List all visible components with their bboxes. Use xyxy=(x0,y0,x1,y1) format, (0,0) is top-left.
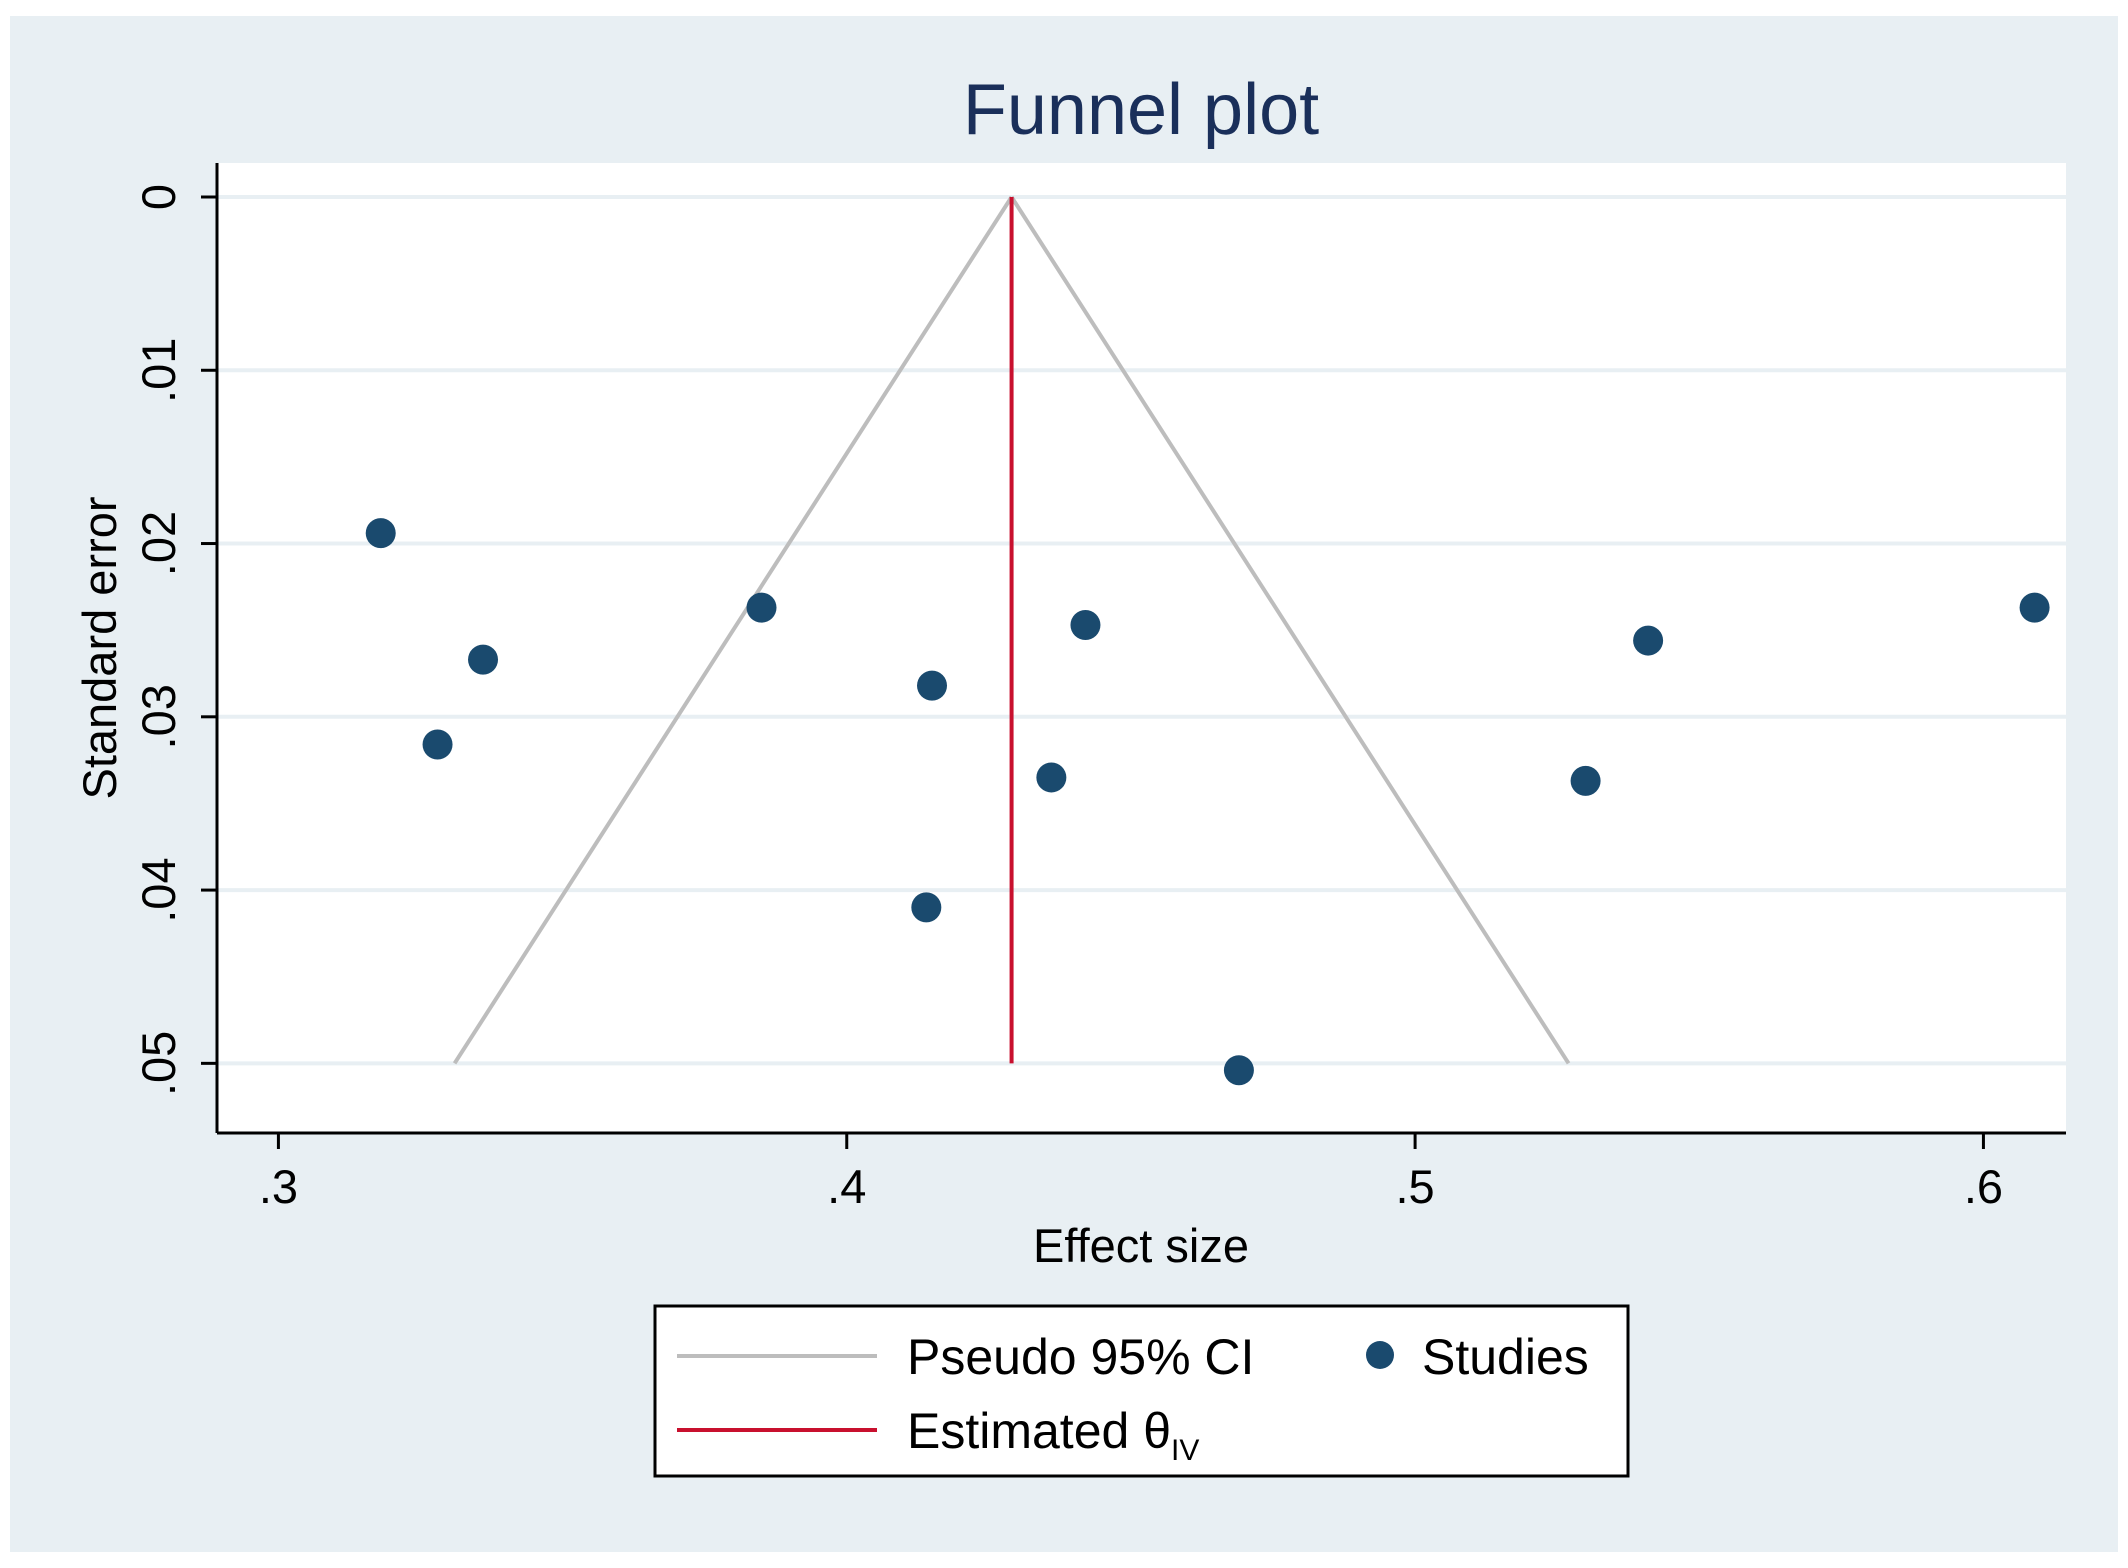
y-tick-label: .02 xyxy=(132,511,185,576)
legend-estimate-subscript: IV xyxy=(1171,1434,1199,1467)
y-axis-title: Standard error xyxy=(73,496,126,799)
study-point xyxy=(2019,592,2050,623)
y-tick-label: .05 xyxy=(132,1031,185,1096)
x-axis-title: Effect size xyxy=(1033,1219,1249,1272)
x-tick-label: .3 xyxy=(259,1160,298,1213)
study-point xyxy=(1570,765,1601,796)
study-point xyxy=(422,729,453,760)
study-point xyxy=(746,592,777,623)
plot-area xyxy=(217,163,2066,1133)
legend-ci-label: Pseudo 95% CI xyxy=(907,1329,1254,1385)
x-tick-label: .4 xyxy=(827,1160,866,1213)
study-point xyxy=(917,670,948,701)
grid-lines xyxy=(217,195,2066,1066)
pseudo-ci-line xyxy=(1009,195,1571,1065)
legend-box xyxy=(653,1304,1630,1478)
funnel-layer xyxy=(452,195,1571,1065)
study-point xyxy=(468,644,499,675)
study-point xyxy=(1633,625,1664,656)
pseudo-ci-line xyxy=(452,195,1014,1065)
legend: Pseudo 95% CI Studies Estimated θIV xyxy=(653,1304,1630,1478)
y-tick-label: .04 xyxy=(132,857,185,922)
axes: 0 .01 .02 .03 .04 .05 .3 .4 .5 .6 xyxy=(132,163,2066,1213)
legend-studies-label: Studies xyxy=(1422,1329,1589,1385)
study-point xyxy=(1070,609,1101,640)
legend-estimate-main: Estimated θ xyxy=(907,1403,1171,1459)
chart-title: Funnel plot xyxy=(963,70,1319,150)
data-marks xyxy=(365,518,2050,1086)
x-tick-label: .6 xyxy=(1964,1160,2003,1213)
y-tick-label: 0 xyxy=(132,184,185,210)
legend-studies-swatch xyxy=(1366,1341,1394,1369)
y-tick-label: .01 xyxy=(132,338,185,403)
study-point xyxy=(1223,1055,1254,1086)
study-point xyxy=(911,892,942,923)
x-tick-label: .5 xyxy=(1395,1160,1434,1213)
legend-estimate-label: Estimated θIV xyxy=(907,1403,1199,1467)
y-tick-label: .03 xyxy=(132,684,185,749)
study-point xyxy=(1036,762,1067,793)
study-point xyxy=(365,518,396,549)
